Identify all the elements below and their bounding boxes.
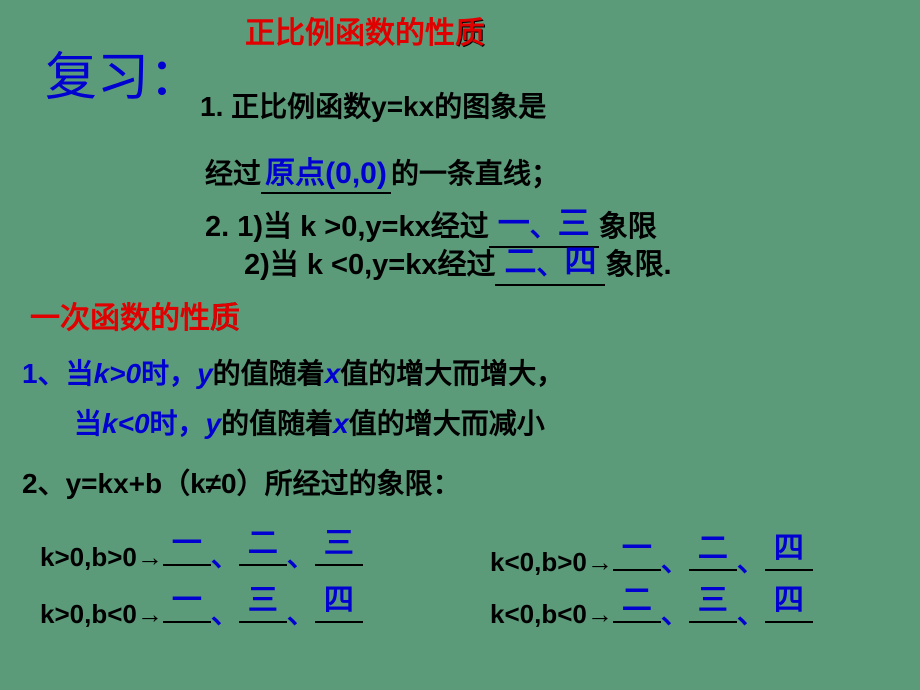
q3-lhs: k>0,b<0→ — [40, 599, 163, 629]
q1-a1: 一 — [163, 518, 211, 562]
p2b-post: 象限. — [605, 249, 671, 281]
q1-b1: 一 — [163, 564, 211, 566]
q3-b2: 三 — [239, 621, 287, 623]
q2-b3: 四 — [765, 569, 813, 571]
quad-row-2: k<0,b>0→一、二、四 — [490, 540, 813, 580]
q2-s1: 、 — [661, 546, 689, 577]
quad-row-4: k<0,b<0→二、三、四 — [490, 592, 813, 632]
quad-row-3: k>0,b<0→一、三、四 — [40, 592, 363, 632]
section1-title: 正比例函数的性质质 — [245, 8, 485, 52]
p1b-pre: 经过 — [205, 158, 261, 189]
s1a-y: y — [197, 358, 213, 389]
q3-s2: 、 — [287, 598, 315, 629]
title-part2-wrap: 质质 — [455, 8, 485, 52]
q3-a1: 一 — [163, 575, 211, 619]
q2-b2: 二 — [689, 569, 737, 571]
s1b-y: y — [206, 408, 222, 439]
q4-a2: 三 — [689, 575, 737, 619]
section2-title: 一次函数的性质质 — [30, 293, 240, 337]
q2-s2: 、 — [737, 546, 765, 577]
q4-b2: 三 — [689, 621, 737, 623]
p2b-a2: 四 — [564, 243, 596, 279]
s1b-m2: 的值随着 — [221, 408, 333, 439]
prop1-line2: 经过原点(0,0)的一条直线； — [205, 148, 559, 194]
sec2-tail-wrap: 质质 — [210, 293, 240, 337]
q1-b3: 三 — [315, 564, 363, 566]
title-tail: 质 — [455, 17, 485, 50]
q3-b3: 四 — [315, 621, 363, 623]
q2-a3: 四 — [765, 523, 813, 567]
p2a-a2: 三 — [558, 205, 590, 241]
q1-s1: 、 — [211, 541, 239, 572]
p2a-a1: 一 — [498, 205, 530, 241]
linfn-line1: 1、当k>0时，y的值随着x值的增大而增大， — [22, 352, 564, 392]
q1-a3: 三 — [315, 518, 363, 562]
s1b-pre: 当 — [74, 408, 102, 439]
p1b-post: 的一条直线； — [391, 158, 559, 189]
sec2-tail: 质 — [210, 302, 240, 335]
s1b-k: k<0 — [102, 408, 150, 439]
q1-b2: 二 — [239, 564, 287, 566]
q4-b1: 二 — [613, 621, 661, 623]
prop1-line1: 1. 正比例函数y=kx的图象是 — [200, 85, 546, 125]
p2b-blank: 二、四 — [495, 238, 605, 286]
sec2-red: 一次函数的性 — [30, 302, 210, 335]
q3-s1: 、 — [211, 598, 239, 629]
q4-a3: 四 — [765, 575, 813, 619]
s1a-m2: 的值随着 — [213, 358, 325, 389]
s1a-x: x — [325, 358, 341, 389]
q4-lhs: k<0,b<0→ — [490, 599, 613, 629]
s1a-m3: 值的增大而增大， — [340, 358, 564, 389]
s1b-m3: 值的增大而减小 — [349, 408, 545, 439]
q2-lhs: k<0,b>0→ — [490, 547, 613, 577]
s1a-m1: 时， — [141, 358, 197, 389]
q4-s2: 、 — [737, 598, 765, 629]
review-heading: 复习： — [45, 35, 201, 110]
q2-b1: 一 — [613, 569, 661, 571]
q1-a2: 二 — [239, 518, 287, 562]
title-part1: 正比例函数的性 — [245, 17, 455, 50]
q2-a2: 二 — [689, 523, 737, 567]
q4-b3: 四 — [765, 621, 813, 623]
q3-a3: 四 — [315, 575, 363, 619]
quad-row-1: k>0,b>0→一、二、三 — [40, 535, 363, 575]
prop2b: 2)当 k <0,y=kx经过二、四象限. — [244, 238, 672, 286]
s1b-x: x — [333, 408, 349, 439]
s1b-m1: 时， — [150, 408, 206, 439]
linfn-line2: 当k<0时，y的值随着x值的增大而减小 — [74, 402, 545, 442]
q4-s1: 、 — [661, 598, 689, 629]
q2-a1: 一 — [613, 523, 661, 567]
s1a-pre: 1、当 — [22, 358, 94, 389]
q3-b1: 一 — [163, 621, 211, 623]
q1-lhs: k>0,b>0→ — [40, 542, 163, 572]
p1b-blank: 原点(0,0) — [261, 148, 391, 194]
s1a-k: k>0 — [94, 358, 142, 389]
q1-s2: 、 — [287, 541, 315, 572]
q4-a1: 二 — [613, 575, 661, 619]
p1b-answer: 原点(0,0) — [265, 157, 387, 190]
p2b-a1: 二 — [504, 243, 536, 279]
p2b-pre: 2)当 k <0,y=kx经过 — [244, 249, 495, 281]
q3-a2: 三 — [239, 575, 287, 619]
p2b-sep: 、 — [536, 249, 564, 280]
linfn-line3: 2、y=kx+b（k≠0）所经过的象限： — [22, 462, 461, 502]
